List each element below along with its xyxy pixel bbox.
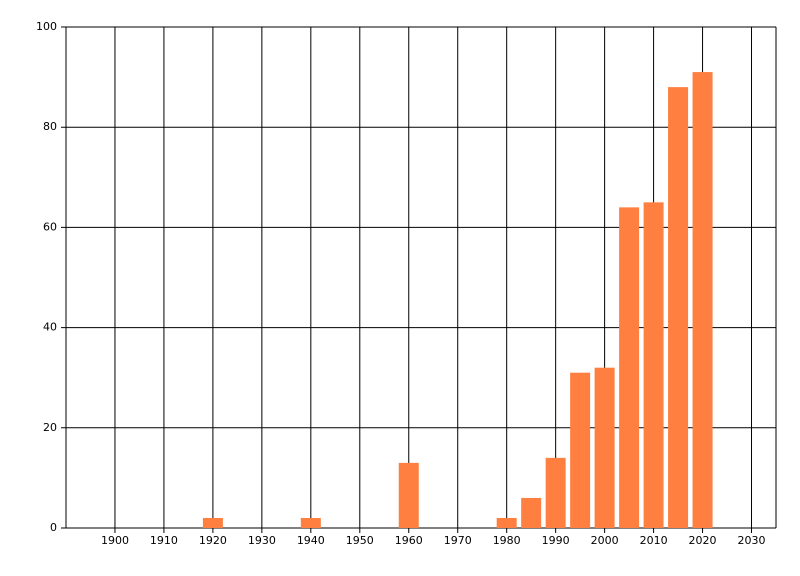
- bar: [668, 87, 689, 529]
- bar: [496, 517, 517, 528]
- bar: [619, 207, 640, 529]
- x-tick-label: 2010: [640, 534, 668, 547]
- y-tick-label: 100: [36, 20, 57, 33]
- y-tick-label: 80: [43, 120, 57, 133]
- bar: [643, 202, 664, 528]
- x-tick-label: 1910: [150, 534, 178, 547]
- x-tick-label: 1950: [346, 534, 374, 547]
- x-tick-label: 2000: [591, 534, 619, 547]
- bar: [398, 462, 419, 528]
- x-tick-label: 2020: [689, 534, 717, 547]
- bar: [202, 517, 223, 528]
- y-tick-label: 40: [43, 321, 57, 334]
- bar: [594, 367, 615, 528]
- x-tick-label: 1920: [199, 534, 227, 547]
- x-tick-label: 2030: [738, 534, 766, 547]
- x-tick-label: 1970: [444, 534, 472, 547]
- x-tick-label: 1930: [248, 534, 276, 547]
- bar: [570, 372, 591, 528]
- bar: [521, 497, 542, 528]
- x-tick-label: 1990: [542, 534, 570, 547]
- x-tick-label: 1940: [297, 534, 325, 547]
- bar: [300, 517, 321, 528]
- x-tick-label: 1900: [101, 534, 129, 547]
- x-tick-label: 1960: [395, 534, 423, 547]
- bar: [545, 457, 566, 528]
- y-tick-label: 0: [50, 521, 57, 534]
- y-tick-label: 20: [43, 421, 57, 434]
- bar: [692, 72, 713, 528]
- y-tick-label: 60: [43, 220, 57, 233]
- x-tick-label: 1980: [493, 534, 521, 547]
